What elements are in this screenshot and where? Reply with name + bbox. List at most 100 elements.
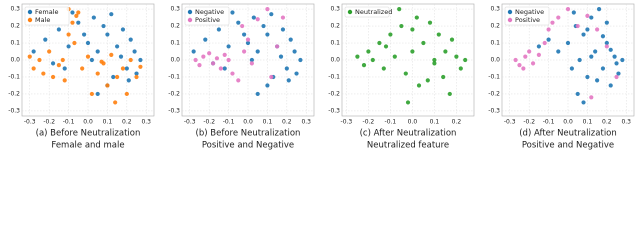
x-tick-label: 0.2: [122, 119, 132, 126]
legend-marker: [507, 9, 513, 15]
point: [449, 37, 455, 42]
x-tick-label: 0.0: [408, 119, 418, 126]
point: [441, 74, 446, 80]
point: [222, 52, 227, 58]
point: [527, 49, 532, 54]
point: [388, 32, 393, 37]
point: [240, 23, 245, 29]
point: [109, 52, 114, 58]
point: [134, 74, 139, 80]
point: [569, 66, 574, 71]
point: [72, 40, 77, 46]
point: [612, 54, 617, 59]
point: [517, 62, 522, 68]
point: [410, 49, 415, 54]
point: [82, 32, 87, 37]
y-tick-label: 0.3: [10, 6, 20, 13]
point: [201, 54, 206, 59]
caption: Positive and Negative: [522, 141, 614, 151]
point: [614, 74, 619, 80]
point: [230, 10, 235, 15]
y-tick-label: -0.3: [328, 107, 340, 114]
x-tick-label: 0.0: [83, 119, 93, 126]
point: [600, 34, 606, 39]
point: [298, 57, 303, 63]
x-tick-label: 0.1: [430, 119, 440, 126]
point: [565, 40, 571, 46]
legend-box: [184, 6, 230, 26]
point: [392, 54, 397, 59]
point: [95, 49, 100, 54]
point: [105, 32, 110, 37]
caption: (b) Before Neutralization: [196, 129, 301, 139]
point: [432, 57, 437, 63]
x-tick-label: 0.1: [583, 119, 593, 126]
point: [454, 54, 459, 59]
point: [550, 20, 555, 25]
point: [214, 56, 220, 61]
point: [50, 74, 56, 80]
x-tick-label: 0.1: [103, 119, 113, 126]
x-tick-label: -0.2: [363, 119, 375, 126]
x-tick-label: -0.1: [223, 119, 235, 126]
point: [50, 61, 56, 66]
point: [41, 71, 46, 76]
point: [245, 40, 251, 46]
point: [286, 78, 291, 83]
point: [31, 49, 36, 54]
point: [370, 57, 375, 63]
point: [571, 10, 576, 15]
point: [85, 40, 91, 46]
point: [589, 15, 594, 20]
legend-label: Positive: [515, 16, 540, 24]
point: [414, 15, 419, 20]
point: [27, 54, 32, 59]
point: [226, 44, 231, 49]
point: [66, 44, 71, 49]
point: [421, 40, 426, 46]
point: [556, 49, 561, 54]
point: [600, 66, 606, 71]
legend-label: Negative: [195, 8, 224, 16]
point: [530, 61, 536, 66]
legend-label: Male: [35, 16, 50, 24]
y-tick-label: -0.1: [8, 73, 20, 80]
y-tick-label: 0.0: [10, 57, 20, 64]
point: [463, 57, 468, 63]
point: [255, 49, 260, 54]
point: [60, 57, 65, 63]
point: [138, 57, 143, 63]
legend-marker: [27, 9, 33, 15]
point: [513, 57, 518, 63]
point: [255, 91, 260, 97]
point: [62, 66, 67, 71]
point: [118, 54, 124, 59]
point: [255, 17, 260, 22]
x-tick-label: 0.1: [263, 119, 273, 126]
x-tick-label: -0.3: [184, 119, 196, 126]
point: [427, 20, 433, 25]
point: [226, 57, 231, 63]
x-tick-label: 0.2: [282, 119, 292, 126]
point: [397, 6, 402, 12]
point: [115, 74, 120, 80]
legend-box: [344, 6, 390, 18]
point: [581, 32, 586, 37]
point: [575, 23, 580, 29]
point: [399, 23, 404, 29]
point: [207, 51, 212, 56]
point: [608, 83, 613, 88]
point: [565, 6, 571, 12]
point: [616, 71, 621, 76]
y-tick-label: 0.2: [170, 23, 180, 30]
point: [595, 78, 600, 83]
point: [361, 62, 367, 68]
point: [575, 91, 580, 97]
point: [275, 44, 280, 49]
point: [542, 40, 547, 46]
point: [113, 100, 118, 105]
point: [443, 49, 448, 54]
point: [410, 27, 415, 32]
point: [210, 61, 216, 66]
y-tick-label: -0.1: [328, 73, 340, 80]
